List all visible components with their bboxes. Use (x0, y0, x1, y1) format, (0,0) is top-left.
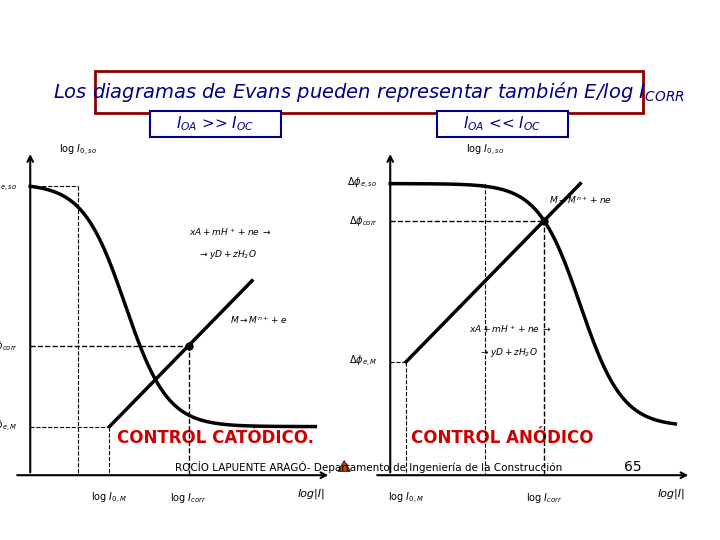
Text: ROCÍO LAPUENTE ARAGÓ- Departamento de Ingeniería de la Construcción: ROCÍO LAPUENTE ARAGÓ- Departamento de In… (176, 461, 562, 472)
Text: 65: 65 (624, 460, 642, 474)
Text: log $I_{corr}$: log $I_{corr}$ (526, 491, 562, 505)
Text: log $I_{0,M}$: log $I_{0,M}$ (388, 491, 424, 507)
Text: $\Delta\phi_{corr}$: $\Delta\phi_{corr}$ (0, 339, 17, 353)
Text: Los diagramas de Evans pueden representar también E/log I$_{\mathregular{CORR}}$: Los diagramas de Evans pueden representa… (53, 80, 685, 104)
Text: $M \rightarrow M^{n+}+e$: $M \rightarrow M^{n+}+e$ (230, 314, 287, 326)
FancyBboxPatch shape (94, 71, 644, 112)
Text: $I_{OA}$ << $I_{OC}$: $I_{OA}$ << $I_{OC}$ (463, 114, 541, 133)
Text: log $I_{corr}$: log $I_{corr}$ (171, 491, 207, 505)
Text: $I_{OA}$ >> $I_{OC}$: $I_{OA}$ >> $I_{OC}$ (176, 114, 255, 133)
Text: log $I_{0,so}$: log $I_{0,so}$ (59, 143, 96, 158)
Text: CONTROL ANÓDICO: CONTROL ANÓDICO (411, 429, 593, 447)
Polygon shape (338, 461, 351, 471)
Text: CONTROL CATÓDICO.: CONTROL CATÓDICO. (117, 429, 314, 447)
Text: $M \rightarrow M^{n+}+ne$: $M \rightarrow M^{n+}+ne$ (549, 194, 612, 206)
Text: $\Delta\phi_{e,M}$: $\Delta\phi_{e,M}$ (349, 354, 377, 369)
Text: $\rightarrow yD + zH_2O$: $\rightarrow yD + zH_2O$ (479, 346, 538, 359)
Text: $\Delta\phi_{corr}$: $\Delta\phi_{corr}$ (348, 214, 377, 228)
Text: $\rightarrow yD + zH_2O$: $\rightarrow yD + zH_2O$ (198, 248, 257, 261)
Text: log|I|: log|I| (297, 488, 325, 498)
Text: log $I_{0,M}$: log $I_{0,M}$ (91, 491, 127, 507)
Text: $\Delta\phi_{e,so}$: $\Delta\phi_{e,so}$ (0, 179, 17, 194)
Text: log $I_{0,so}$: log $I_{0,so}$ (467, 143, 504, 158)
Text: $\Delta\phi_{e,M}$: $\Delta\phi_{e,M}$ (0, 419, 17, 434)
Text: log|I|: log|I| (657, 488, 685, 498)
FancyBboxPatch shape (150, 111, 282, 137)
FancyBboxPatch shape (437, 111, 568, 137)
Text: $xA + mH^+ + ne\ \rightarrow$: $xA + mH^+ + ne\ \rightarrow$ (469, 323, 552, 335)
Text: $\Delta\phi_{e,so}$: $\Delta\phi_{e,so}$ (347, 176, 377, 191)
Text: $xA + mH^+ + ne\ \rightarrow$: $xA + mH^+ + ne\ \rightarrow$ (189, 226, 271, 238)
